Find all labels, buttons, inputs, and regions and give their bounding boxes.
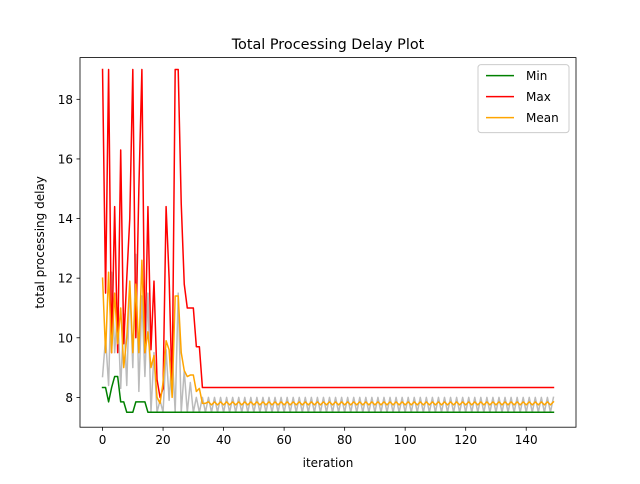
legend-label-max: Max: [526, 90, 551, 104]
x-tick-label: 60: [276, 433, 291, 447]
chart-title: Total Processing Delay Plot: [231, 37, 425, 53]
x-tick-label: 40: [216, 433, 231, 447]
legend-label-min: Min: [526, 69, 547, 83]
x-tick-label: 80: [337, 433, 352, 447]
y-tick-label: 16: [58, 152, 73, 166]
series-line-max: [101, 68, 555, 399]
y-tick-label: 12: [58, 272, 73, 286]
legend-label-mean: Mean: [526, 111, 559, 125]
legend-box: [477, 64, 570, 134]
y-tick-label: 8: [65, 391, 73, 405]
x-tick-label: 140: [515, 433, 538, 447]
ticks-layer: 0 20 40 60 80 100 120 140 8 10 12 14 16 18: [58, 93, 538, 447]
series-line-unlabeled: [101, 253, 555, 414]
x-tick-label: 100: [394, 433, 417, 447]
y-axis-label: total processing delay: [33, 176, 47, 309]
x-tick-label: 20: [155, 433, 170, 447]
series-line-mean: [101, 259, 555, 406]
y-tick-label: 10: [58, 331, 73, 345]
legend: Min Max Mean: [477, 64, 570, 134]
series-layer: [101, 68, 555, 414]
x-axis-label: iteration: [303, 456, 354, 470]
x-tick-label: 120: [454, 433, 477, 447]
x-tick-label: 0: [99, 433, 107, 447]
axes-frame: [79, 57, 577, 428]
y-tick-label: 18: [58, 93, 73, 107]
y-tick-label: 14: [58, 212, 73, 226]
series-line-min: [101, 375, 555, 414]
